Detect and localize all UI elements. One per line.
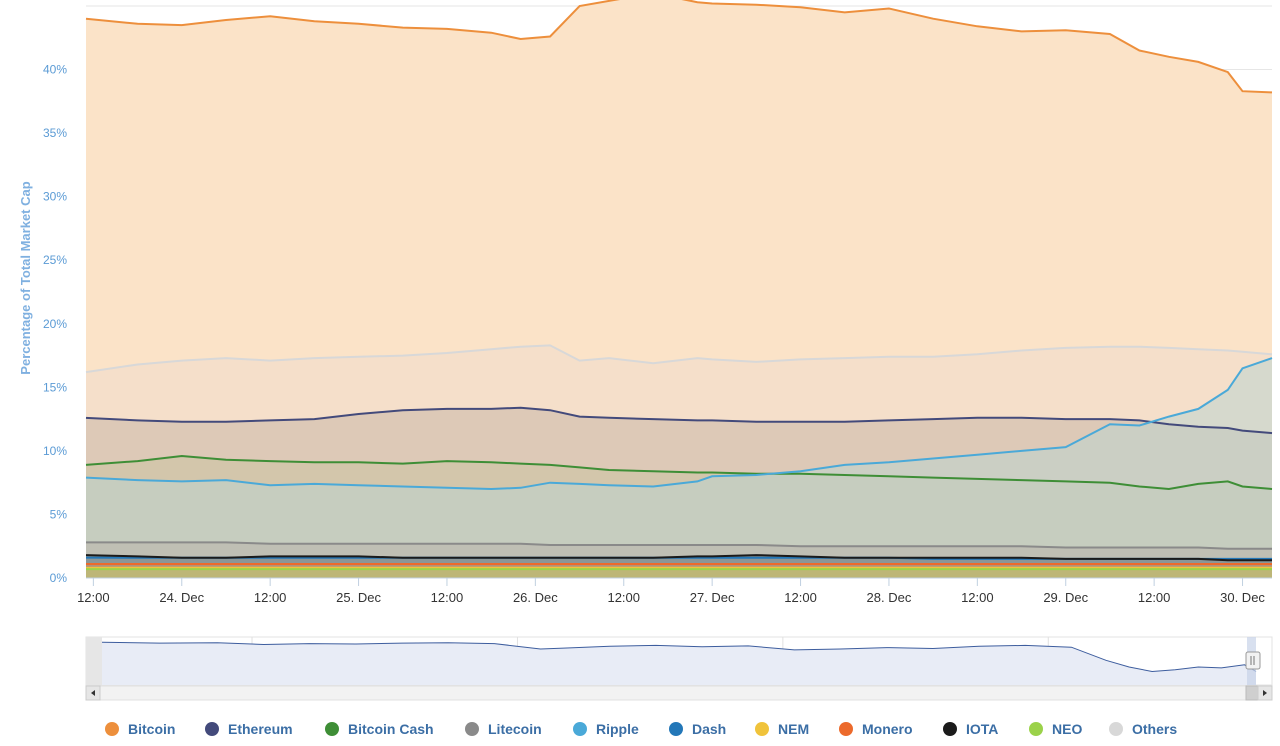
legend-item-nem[interactable]: NEM: [755, 721, 809, 737]
legend-marker: [105, 722, 119, 736]
scrollbar-thumb[interactable]: [1246, 686, 1258, 700]
scroll-right-button[interactable]: [1258, 686, 1272, 700]
y-tick-label: 0%: [50, 571, 68, 585]
legend-label: Others: [1132, 721, 1177, 737]
x-tick-label: 24. Dec: [159, 590, 204, 605]
legend-label: Bitcoin Cash: [348, 721, 434, 737]
y-tick-label: 10%: [43, 444, 67, 458]
legend-item-monero[interactable]: Monero: [839, 721, 913, 737]
x-tick-label: 12:00: [431, 590, 464, 605]
x-tick-label: 12:00: [1138, 590, 1171, 605]
navigator[interactable]: 2014201520162017: [86, 637, 1272, 685]
navigator-left-mask: [86, 637, 102, 685]
legend-marker: [755, 722, 769, 736]
legend-item-neo[interactable]: NEO: [1029, 721, 1082, 737]
legend-label: IOTA: [966, 721, 998, 737]
scrollbar-track[interactable]: [86, 686, 1272, 700]
y-axis: 0% 5% 10% 15% 20% 25% 30% 35% 40%: [43, 63, 67, 585]
y-tick-label: 5%: [50, 507, 68, 521]
legend: Bitcoin Ethereum Bitcoin Cash Litecoin Rippl…: [105, 721, 1177, 737]
legend-marker: [325, 722, 339, 736]
legend-marker: [1029, 722, 1043, 736]
y-tick-label: 20%: [43, 317, 67, 331]
y-axis-title: Percentage of Total Market Cap: [18, 181, 33, 374]
y-tick-label: 25%: [43, 253, 67, 267]
legend-label: Monero: [862, 721, 913, 737]
legend-label: NEM: [778, 721, 809, 737]
x-tick-label: 27. Dec: [690, 590, 735, 605]
legend-label: Ripple: [596, 721, 639, 737]
legend-item-bitcoin[interactable]: Bitcoin: [105, 721, 175, 737]
x-axis: 12:00 24. Dec 12:00 25. Dec 12:00 26. Dec 12:0…: [77, 578, 1272, 605]
series-areas: [86, 0, 1272, 578]
x-tick-label: 25. Dec: [336, 590, 381, 605]
legend-item-dash[interactable]: Dash: [669, 721, 726, 737]
x-tick-label: 12:00: [784, 590, 817, 605]
legend-item-ripple[interactable]: Ripple: [573, 721, 639, 737]
x-tick-label: 12:00: [77, 590, 110, 605]
legend-item-bitcoin-cash[interactable]: Bitcoin Cash: [325, 721, 434, 737]
legend-marker: [205, 722, 219, 736]
x-tick-label: 12:00: [607, 590, 640, 605]
y-tick-label: 30%: [43, 190, 67, 204]
legend-label: Dash: [692, 721, 726, 737]
x-tick-label: 26. Dec: [513, 590, 558, 605]
legend-item-others[interactable]: Others: [1109, 721, 1177, 737]
legend-marker: [943, 722, 957, 736]
legend-marker: [465, 722, 479, 736]
x-tick-label: 12:00: [961, 590, 994, 605]
y-tick-label: 40%: [43, 63, 67, 77]
legend-item-iota[interactable]: IOTA: [943, 721, 998, 737]
legend-label: Bitcoin: [128, 721, 175, 737]
x-tick-label: 12:00: [254, 590, 287, 605]
x-tick-label: 28. Dec: [867, 590, 912, 605]
x-tick-label: 30. Dec: [1220, 590, 1265, 605]
x-tick-label: 29. Dec: [1043, 590, 1088, 605]
navigator-handle[interactable]: [1246, 652, 1260, 669]
legend-marker: [573, 722, 587, 736]
y-tick-label: 35%: [43, 126, 67, 140]
scroll-left-button[interactable]: [86, 686, 100, 700]
legend-label: NEO: [1052, 721, 1082, 737]
series-area-neo: [86, 569, 1272, 578]
legend-item-ethereum[interactable]: Ethereum: [205, 721, 293, 737]
scrollbar[interactable]: [86, 686, 1272, 700]
legend-marker: [669, 722, 683, 736]
y-tick-label: 15%: [43, 380, 67, 394]
legend-marker: [1109, 722, 1123, 736]
legend-label: Litecoin: [488, 721, 542, 737]
legend-item-litecoin[interactable]: Litecoin: [465, 721, 542, 737]
legend-label: Ethereum: [228, 721, 293, 737]
legend-marker: [839, 722, 853, 736]
